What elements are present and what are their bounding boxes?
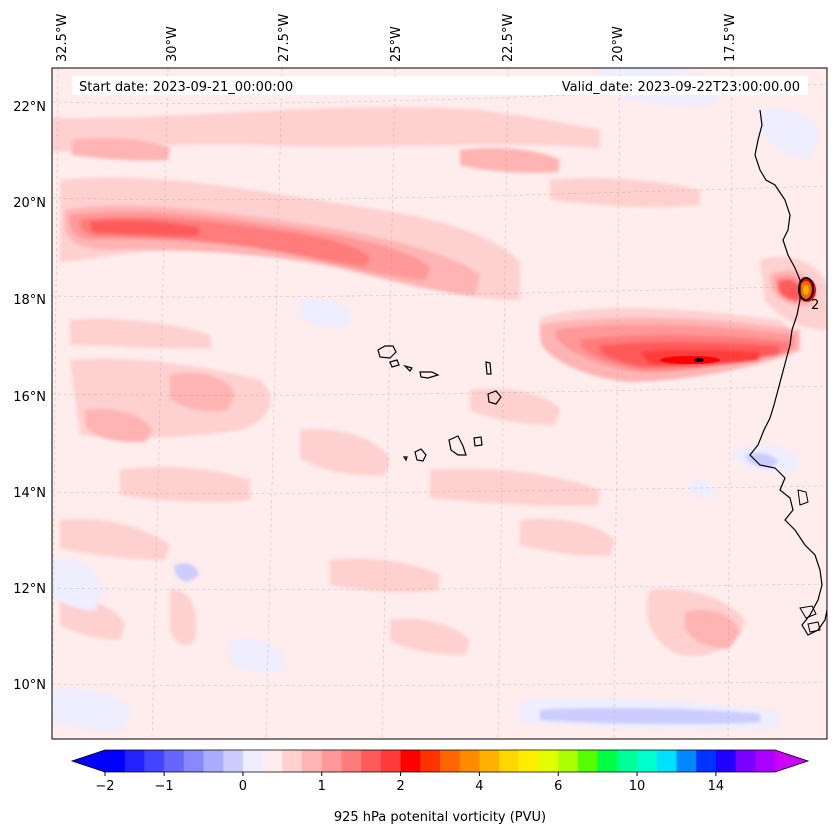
- colorbar-title: 925 hPa potenital vorticity (PVU): [334, 810, 546, 825]
- colorbar-segment: [380, 750, 402, 772]
- lat-label: 20°N: [13, 196, 46, 211]
- colorbar-segment: [420, 750, 441, 772]
- colorbar-segment: [735, 750, 756, 772]
- colorbar-tick-label: −2: [95, 779, 114, 794]
- colorbar-tick-label: 4: [475, 779, 483, 794]
- colorbar-segment: [715, 750, 737, 772]
- lon-labels: 32.5°W 30°W 27.5°W 25°W 22.5°W 20°W 17.5…: [55, 14, 738, 62]
- colorbar-segment: [499, 750, 520, 772]
- lon-label: 27.5°W: [277, 14, 292, 62]
- colorbar-segment: [558, 750, 579, 772]
- colorbar-tick-label: 10: [629, 779, 646, 794]
- colorbar-segment: [124, 750, 146, 772]
- colorbar-segments: [105, 750, 776, 772]
- colorbar-segment: [637, 750, 658, 772]
- colorbar-extend-high: [775, 750, 808, 772]
- colorbar-segment: [144, 750, 165, 772]
- colorbar-segment: [203, 750, 224, 772]
- lat-label: 12°N: [13, 582, 46, 597]
- lat-label: 14°N: [13, 486, 46, 501]
- colorbar-segment: [440, 750, 461, 772]
- colorbar-tick-label: 14: [708, 779, 725, 794]
- colorbar-segment: [105, 750, 126, 772]
- colorbar-segment: [361, 750, 382, 772]
- lat-label: 16°N: [13, 390, 46, 405]
- colorbar-tick-label: 2: [396, 779, 404, 794]
- colorbar-tick-label: 1: [318, 779, 326, 794]
- pv-field: [52, 68, 827, 739]
- colorbar-segment: [242, 750, 264, 772]
- colorbar-ticks: −2 −1 0 1 2 4 6 10 14: [95, 772, 724, 794]
- colorbar-segment: [656, 750, 678, 772]
- colorbar: −2 −1 0 1 2 4 6 10 14 925 hPa potenital vorticit…: [70, 749, 810, 825]
- colorbar-segment: [321, 750, 343, 772]
- colorbar-segment: [577, 750, 599, 772]
- colorbar-segment: [617, 750, 638, 772]
- colorbar-segment: [518, 750, 540, 772]
- colorbar-segment: [400, 750, 421, 772]
- colorbar-extend-low: [72, 750, 105, 772]
- colorbar-tick-label: 0: [239, 779, 247, 794]
- colorbar-segment: [164, 750, 185, 772]
- contour-label: 2: [811, 298, 819, 313]
- colorbar-segment: [302, 750, 323, 772]
- colorbar-segment: [696, 750, 717, 772]
- colorbar-segment: [282, 750, 303, 772]
- lat-label: 22°N: [13, 100, 46, 115]
- colorbar-segment: [538, 750, 559, 772]
- start-date-label: Start date: 2023-09-21_00:00:00: [79, 80, 293, 95]
- colorbar-segment: [223, 750, 244, 772]
- colorbar-segment: [597, 750, 618, 772]
- colorbar-tick-label: 6: [554, 779, 562, 794]
- colorbar-segment: [183, 750, 205, 772]
- colorbar-segment: [479, 750, 500, 772]
- lat-labels: 22°N 20°N 18°N 16°N 14°N 12°N 10°N: [13, 100, 46, 693]
- lon-label: 30°W: [165, 26, 180, 62]
- colorbar-tick-label: −1: [155, 779, 174, 794]
- colorbar-segment: [459, 750, 481, 772]
- lon-label: 22.5°W: [501, 14, 516, 62]
- colorbar-segment: [755, 750, 776, 772]
- lat-label: 10°N: [13, 678, 46, 693]
- lon-label: 17.5°W: [723, 14, 738, 62]
- lon-label: 20°W: [611, 26, 626, 62]
- lon-label: 32.5°W: [55, 14, 70, 62]
- colorbar-segment: [341, 750, 362, 772]
- valid-date-label: Valid_date: 2023-09-22T23:00:00.00: [562, 80, 800, 95]
- colorbar-segment: [676, 750, 697, 772]
- lon-label: 25°W: [389, 26, 404, 62]
- colorbar-segment: [262, 750, 283, 772]
- lat-label: 18°N: [13, 293, 46, 308]
